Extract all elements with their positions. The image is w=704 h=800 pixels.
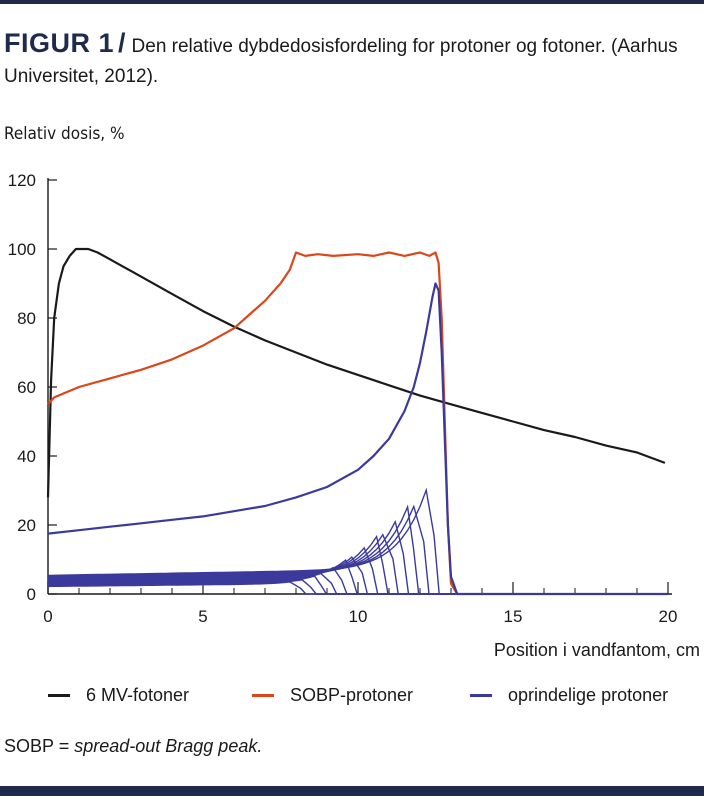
x-tick-label: 0 [43,607,52,626]
legend-item-sobp: SOBP-protoner [252,682,413,708]
chart-series [46,247,668,596]
proton-peak-curve [47,581,668,595]
y-axis-label: Relativ dosis, % [4,124,125,144]
y-tick-label: 0 [27,585,36,604]
proton-peak-curve [47,487,668,595]
series-line-2 [47,282,668,596]
x-tick-label: 10 [349,607,368,626]
figure-title: FIGUR 1/Den relative dybdedosisfordeling… [4,28,700,92]
legend-swatch-photons [48,693,70,697]
series-line-0 [46,247,666,498]
y-tick-label: 120 [8,171,36,190]
proton-peak-curve [47,519,668,595]
figure-caption: Den relative dybdedosisfordeling for pro… [4,36,678,87]
x-tick-label: 20 [659,607,678,626]
proton-peak-curve [47,504,668,595]
y-tick-label: 80 [17,309,36,328]
legend-label-photons: 6 MV-fotoner [86,684,190,705]
footnote: SOBP = spread-out Bragg peak. [4,736,262,757]
x-tick-label: 5 [198,607,207,626]
legend-label-protons: oprindelige protoner [508,684,669,705]
proton-peak-curve [47,572,668,595]
figure-number: FIGUR 1 [4,28,115,58]
individual-proton-peaks [47,487,668,595]
footnote-prefix: SOBP = [4,736,75,756]
figure-separator: / [118,28,126,58]
legend-swatch-protons [470,693,492,697]
y-tick-label: 60 [17,378,36,397]
chart-legend: 6 MV-fotoner SOBP-protoner oprindelige p… [0,682,704,708]
top-rule [0,0,704,4]
legend-item-protons: oprindelige protoner [470,682,668,708]
series-line-1 [47,251,459,595]
legend-label-sobp: SOBP-protoner [290,684,414,705]
y-tick-label: 100 [8,240,36,259]
footnote-italic: spread-out Bragg peak. [74,736,263,756]
chart-svg: 0 20 40 60 80 100 120 0 5 10 15 20 [8,171,678,626]
y-tick-label: 40 [17,447,36,466]
y-tick-label: 20 [17,516,36,535]
x-axis-label: Position i vandfantom, cm [493,640,700,660]
proton-peak-curve [47,575,668,595]
chart-axes: 0 20 40 60 80 100 120 0 5 10 15 20 [8,171,678,626]
x-tick-label: 15 [504,607,523,626]
proton-peak-curve [47,579,668,595]
legend-item-photons: 6 MV-fotoner [48,682,189,708]
legend-swatch-sobp [252,693,274,697]
proton-peak-curve [47,504,668,595]
bottom-rule [0,786,704,796]
